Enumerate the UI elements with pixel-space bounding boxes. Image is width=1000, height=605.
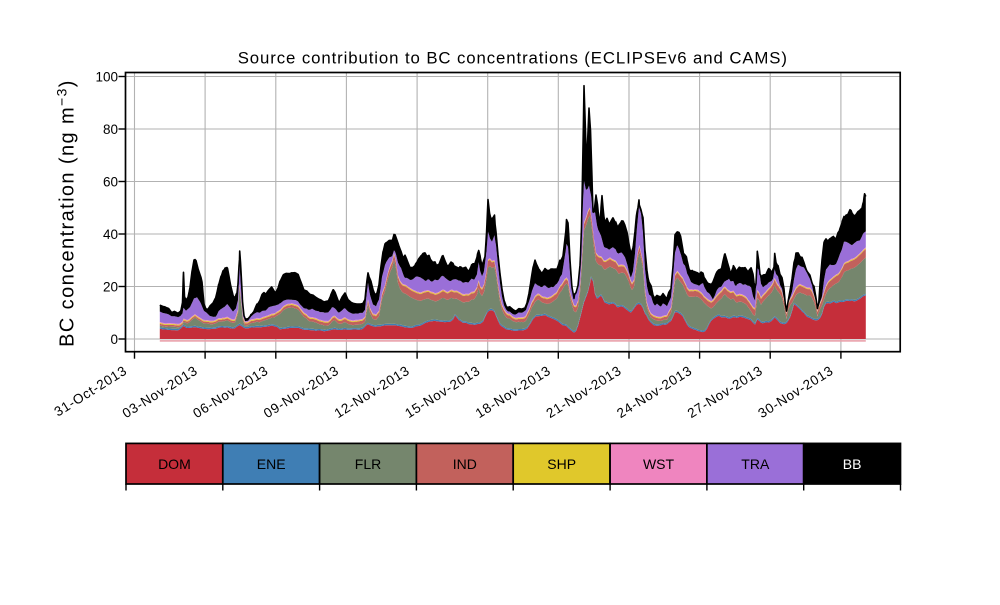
svg-text:BC concentration (ng m−3): BC concentration (ng m−3) [54,79,79,347]
svg-text:100: 100 [95,69,118,84]
svg-text:80: 80 [103,122,118,137]
svg-text:20: 20 [103,279,118,294]
svg-text:BB: BB [843,456,862,472]
svg-text:ENE: ENE [257,456,286,472]
svg-text:SHP: SHP [547,456,576,472]
svg-text:0: 0 [110,332,118,347]
svg-text:IND: IND [453,456,477,472]
svg-text:40: 40 [103,227,118,242]
svg-text:FLR: FLR [355,456,381,472]
svg-text:DOM: DOM [158,456,191,472]
svg-text:TRA: TRA [741,456,770,472]
svg-text:60: 60 [103,174,118,189]
svg-text:WST: WST [643,456,675,472]
svg-text:Source contribution to BC conc: Source contribution to BC concentrations… [238,49,788,68]
